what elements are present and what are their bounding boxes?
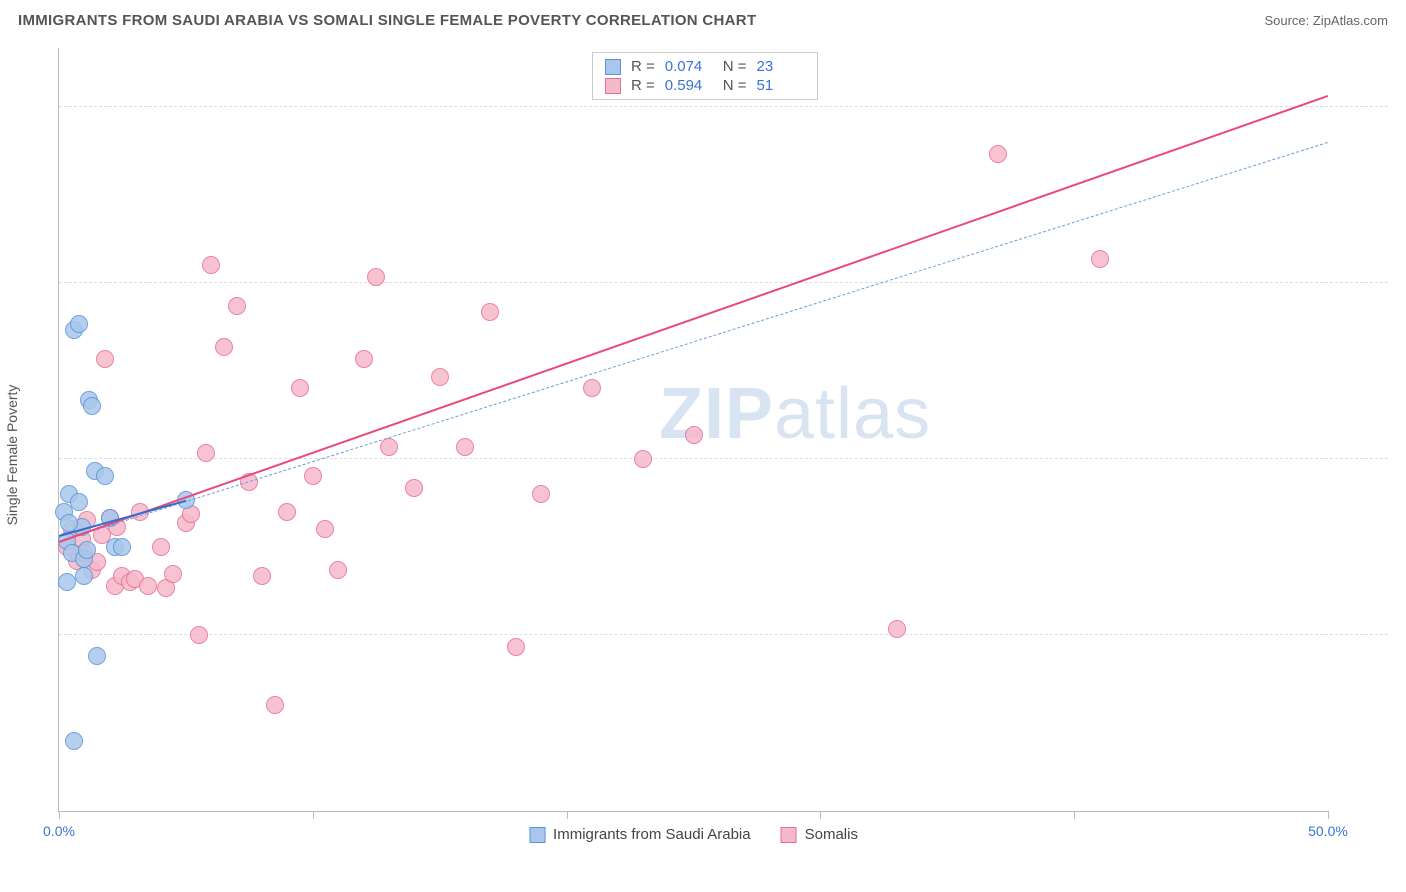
swatch-series1 bbox=[529, 827, 545, 843]
data-point bbox=[96, 467, 114, 485]
source-attribution: Source: ZipAtlas.com bbox=[1264, 13, 1388, 28]
data-point bbox=[405, 479, 423, 497]
r-value-1: 0.074 bbox=[665, 58, 713, 75]
data-point bbox=[532, 485, 550, 503]
data-point bbox=[1091, 250, 1109, 268]
source-name: ZipAtlas.com bbox=[1313, 13, 1388, 28]
data-point bbox=[228, 297, 246, 315]
data-point bbox=[431, 368, 449, 386]
data-point bbox=[190, 626, 208, 644]
stats-row-series2: R = 0.594 N = 51 bbox=[605, 76, 805, 95]
legend-item-1: Immigrants from Saudi Arabia bbox=[529, 826, 751, 843]
swatch-series2 bbox=[605, 78, 621, 94]
gridline: 60.0% bbox=[59, 106, 1388, 107]
data-point bbox=[65, 732, 83, 750]
data-point bbox=[278, 503, 296, 521]
data-point bbox=[583, 379, 601, 397]
chart-container: Single Female Poverty ZIPatlas R = 0.074… bbox=[18, 48, 1388, 862]
data-point bbox=[380, 438, 398, 456]
data-point bbox=[685, 426, 703, 444]
data-point bbox=[367, 268, 385, 286]
data-point bbox=[75, 567, 93, 585]
data-point bbox=[989, 145, 1007, 163]
x-tick bbox=[1074, 811, 1075, 819]
data-point bbox=[215, 338, 233, 356]
data-point bbox=[355, 350, 373, 368]
data-point bbox=[152, 538, 170, 556]
legend-item-2: Somalis bbox=[781, 826, 858, 843]
trend-line bbox=[59, 95, 1329, 543]
watermark: ZIPatlas bbox=[659, 373, 931, 455]
watermark-rest: atlas bbox=[774, 374, 931, 454]
bottom-legend: Immigrants from Saudi Arabia Somalis bbox=[529, 826, 858, 843]
data-point bbox=[507, 638, 525, 656]
x-tick bbox=[1328, 811, 1329, 819]
data-point bbox=[266, 696, 284, 714]
data-point bbox=[78, 541, 96, 559]
data-point bbox=[329, 561, 347, 579]
data-point bbox=[456, 438, 474, 456]
data-point bbox=[70, 315, 88, 333]
plot-area: ZIPatlas R = 0.074 N = 23 R = 0.594 N = … bbox=[58, 48, 1328, 812]
data-point bbox=[304, 467, 322, 485]
x-tick bbox=[567, 811, 568, 819]
data-point bbox=[634, 450, 652, 468]
data-point bbox=[96, 350, 114, 368]
x-tick-label: 0.0% bbox=[43, 823, 75, 839]
data-point bbox=[291, 379, 309, 397]
data-point bbox=[888, 620, 906, 638]
data-point bbox=[58, 573, 76, 591]
x-tick bbox=[59, 811, 60, 819]
stats-row-series1: R = 0.074 N = 23 bbox=[605, 57, 805, 76]
n-label: N = bbox=[723, 77, 747, 94]
r-label: R = bbox=[631, 77, 655, 94]
n-value-2: 51 bbox=[757, 77, 805, 94]
watermark-bold: ZIP bbox=[659, 374, 774, 454]
data-point bbox=[316, 520, 334, 538]
header: IMMIGRANTS FROM SAUDI ARABIA VS SOMALI S… bbox=[0, 0, 1406, 37]
legend-label-2: Somalis bbox=[805, 826, 858, 843]
swatch-series2 bbox=[781, 827, 797, 843]
data-point bbox=[83, 397, 101, 415]
data-point bbox=[113, 538, 131, 556]
n-label: N = bbox=[723, 58, 747, 75]
source-prefix: Source: bbox=[1264, 13, 1312, 28]
gridline: 15.0% bbox=[59, 634, 1388, 635]
legend-label-1: Immigrants from Saudi Arabia bbox=[553, 826, 751, 843]
x-tick bbox=[820, 811, 821, 819]
gridline: 45.0% bbox=[59, 282, 1388, 283]
x-tick-label: 50.0% bbox=[1308, 823, 1348, 839]
swatch-series1 bbox=[605, 59, 621, 75]
data-point bbox=[164, 565, 182, 583]
gridline: 30.0% bbox=[59, 458, 1388, 459]
chart-title: IMMIGRANTS FROM SAUDI ARABIA VS SOMALI S… bbox=[18, 12, 756, 29]
n-value-1: 23 bbox=[757, 58, 805, 75]
y-axis-label: Single Female Poverty bbox=[4, 385, 20, 526]
r-value-2: 0.594 bbox=[665, 77, 713, 94]
r-label: R = bbox=[631, 58, 655, 75]
trend-extrapolation bbox=[59, 142, 1328, 542]
data-point bbox=[253, 567, 271, 585]
data-point bbox=[70, 493, 88, 511]
data-point bbox=[202, 256, 220, 274]
stats-legend-box: R = 0.074 N = 23 R = 0.594 N = 51 bbox=[592, 52, 818, 100]
data-point bbox=[139, 577, 157, 595]
data-point bbox=[88, 647, 106, 665]
data-point bbox=[481, 303, 499, 321]
x-tick bbox=[313, 811, 314, 819]
data-point bbox=[197, 444, 215, 462]
